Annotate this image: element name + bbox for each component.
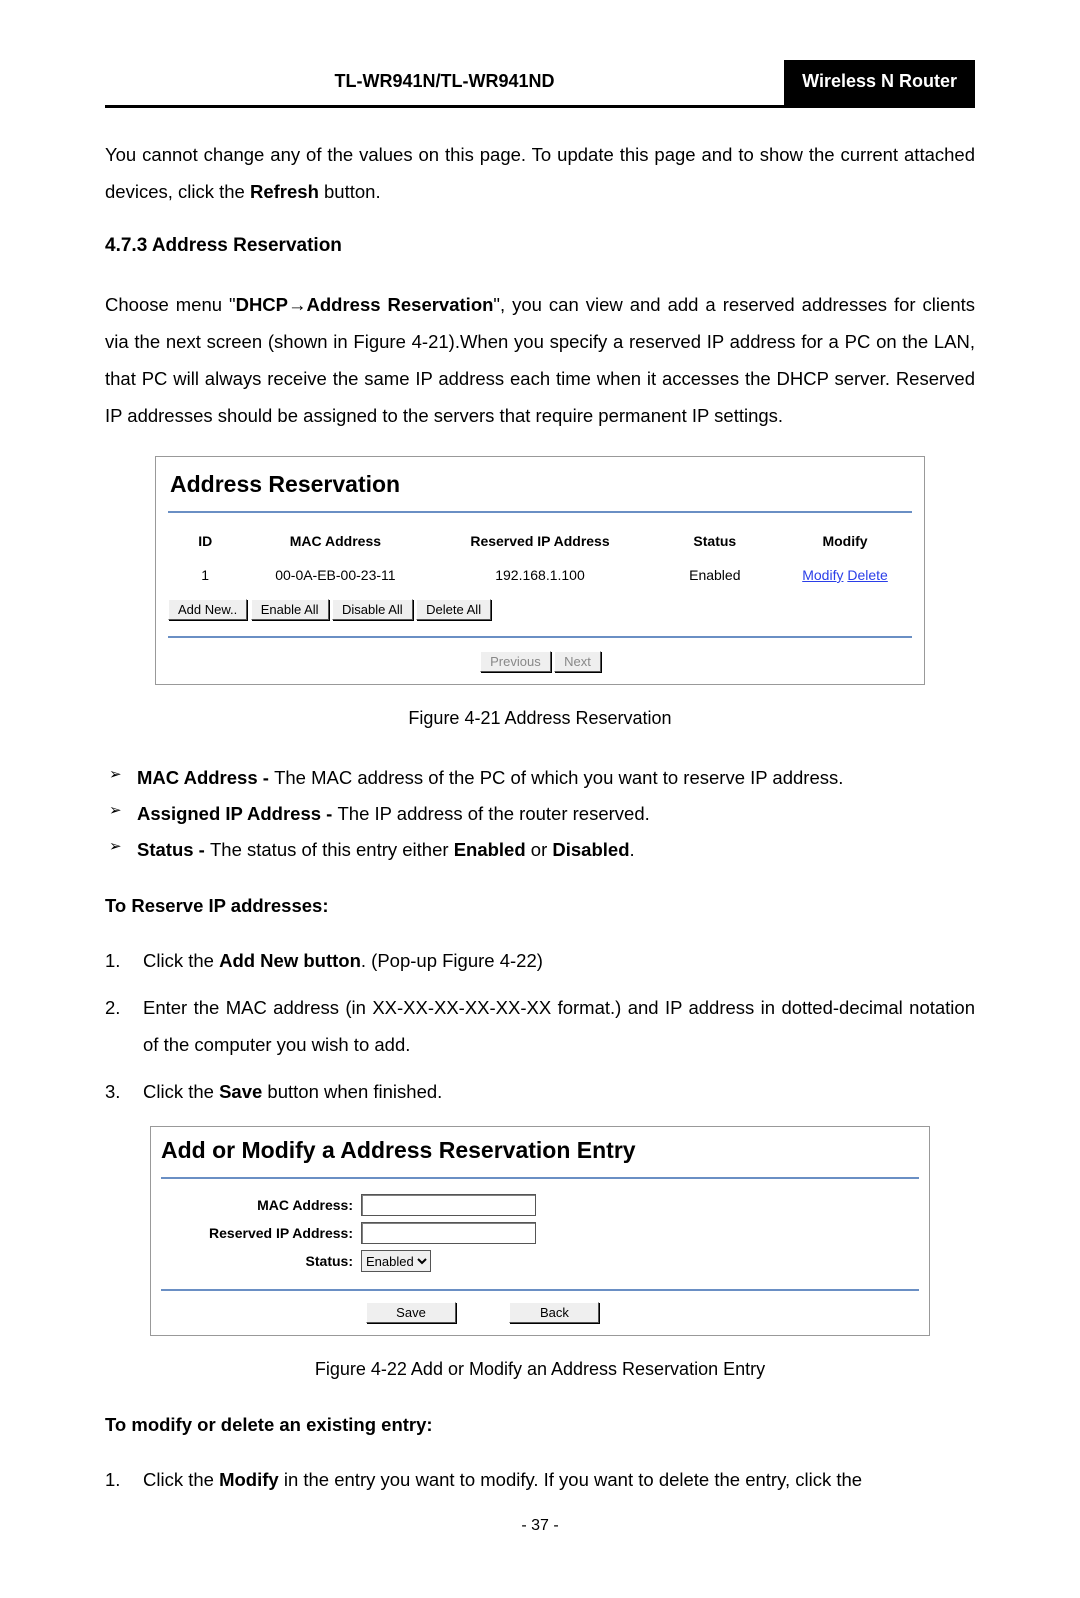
mac-input[interactable] [361,1194,536,1216]
s3b: Save [219,1081,262,1102]
s3c: button when finished. [262,1081,442,1102]
s3a: Click the [143,1081,219,1102]
ip-text: The IP address of the router reserved. [337,803,649,824]
col-ip: Reserved IP Address [428,527,651,562]
mac-text: The MAC address of the PC of which you w… [274,767,843,788]
modify-heading: To modify or delete an existing entry: [105,1411,975,1439]
m1a: Click the [143,1469,219,1490]
page-number: - 37 - [105,1514,975,1538]
status-select[interactable]: Enabled [361,1250,431,1272]
cell-actions: Modify Delete [778,562,912,596]
modify-steps: Click the Modify in the entry you want t… [105,1461,975,1498]
arrow-icon: → [288,294,307,315]
figure-4-22: Add or Modify a Address Reservation Entr… [150,1126,930,1337]
fig22-title: Add or Modify a Address Reservation Entr… [161,1133,919,1180]
product-label: Wireless N Router [784,60,975,105]
fig21-caption: Figure 4-21 Address Reservation [105,705,975,732]
status-text1: The status of this entry either [210,839,454,860]
refresh-bold: Refresh [250,181,319,202]
ip-label: Reserved IP Address: [161,1219,361,1247]
fig21-nav: Previous Next [168,636,912,674]
reserve-heading: To Reserve IP addresses: [105,892,975,920]
m1b: Modify [219,1469,279,1490]
fig22-caption: Figure 4-22 Add or Modify an Address Res… [105,1356,975,1383]
modify-link[interactable]: Modify [802,567,843,583]
section-heading: 4.7.3 Address Reservation [105,232,975,261]
fig22-form: MAC Address: Reserved IP Address: Status… [161,1191,536,1275]
intro-text: You cannot change any of the values on t… [105,144,975,202]
s1b: Add New button [219,950,361,971]
fig22-button-row: Save Back [161,1289,919,1325]
fig21-button-row: Add New.. Enable All Disable All Delete … [168,598,912,622]
list-item: Assigned IP Address - The IP address of … [105,796,975,832]
intro-paragraph: You cannot change any of the values on t… [105,136,975,210]
status-bold: Status - [137,839,210,860]
status-or: or [526,839,553,860]
ip-input[interactable] [361,1222,536,1244]
cell-ip: 192.168.1.100 [428,562,651,596]
fig21-title: Address Reservation [168,465,912,514]
enabled-bold: Enabled [454,839,526,860]
col-modify: Modify [778,527,912,562]
list-item: Click the Modify in the entry you want t… [105,1461,975,1498]
list-item: MAC Address - The MAC address of the PC … [105,760,975,796]
save-button[interactable]: Save [366,1302,456,1323]
desc-dhcp: DHCP [236,294,288,315]
model-label: TL-WR941N/TL-WR941ND [105,60,784,105]
list-item: Status - The status of this entry either… [105,832,975,868]
desc-paragraph: Choose menu "DHCP→Address Reservation", … [105,286,975,434]
disabled-bold: Disabled [552,839,629,860]
table-row: 1 00-0A-EB-00-23-11 192.168.1.100 Enable… [168,562,912,596]
table-header-row: ID MAC Address Reserved IP Address Statu… [168,527,912,562]
delete-all-button[interactable]: Delete All [416,599,491,620]
list-item: Enter the MAC address (in XX-XX-XX-XX-XX… [105,989,975,1063]
figure-4-21: Address Reservation ID MAC Address Reser… [155,456,925,686]
cell-id: 1 [168,562,242,596]
intro-text-after: button. [319,181,381,202]
col-mac: MAC Address [242,527,428,562]
desc-addr: Address Reservation [307,294,494,315]
col-status: Status [652,527,778,562]
next-button[interactable]: Next [554,651,601,672]
delete-link[interactable]: Delete [847,567,887,583]
s1c: . (Pop-up Figure 4-22) [361,950,543,971]
back-button[interactable]: Back [509,1302,599,1323]
cell-mac: 00-0A-EB-00-23-11 [242,562,428,596]
reservation-table: ID MAC Address Reserved IP Address Statu… [168,527,912,596]
list-item: Click the Add New button. (Pop-up Figure… [105,942,975,979]
status-label: Status: [161,1247,361,1275]
add-new-button[interactable]: Add New.. [168,599,247,620]
s1a: Click the [143,950,219,971]
reserve-steps: Click the Add New button. (Pop-up Figure… [105,942,975,1110]
cell-status: Enabled [652,562,778,596]
page-header: TL-WR941N/TL-WR941ND Wireless N Router [105,60,975,108]
field-list: MAC Address - The MAC address of the PC … [105,760,975,868]
col-id: ID [168,527,242,562]
disable-all-button[interactable]: Disable All [332,599,413,620]
m1c: in the entry you want to modify. If you … [279,1469,862,1490]
list-item: Click the Save button when finished. [105,1073,975,1110]
desc-a: Choose menu " [105,294,236,315]
s2: Enter the MAC address (in XX-XX-XX-XX-XX… [143,997,975,1055]
mac-label: MAC Address: [161,1191,361,1219]
previous-button[interactable]: Previous [480,651,551,672]
mac-bold: MAC Address - [137,767,274,788]
status-dot: . [630,839,635,860]
enable-all-button[interactable]: Enable All [251,599,329,620]
ip-bold: Assigned IP Address - [137,803,337,824]
